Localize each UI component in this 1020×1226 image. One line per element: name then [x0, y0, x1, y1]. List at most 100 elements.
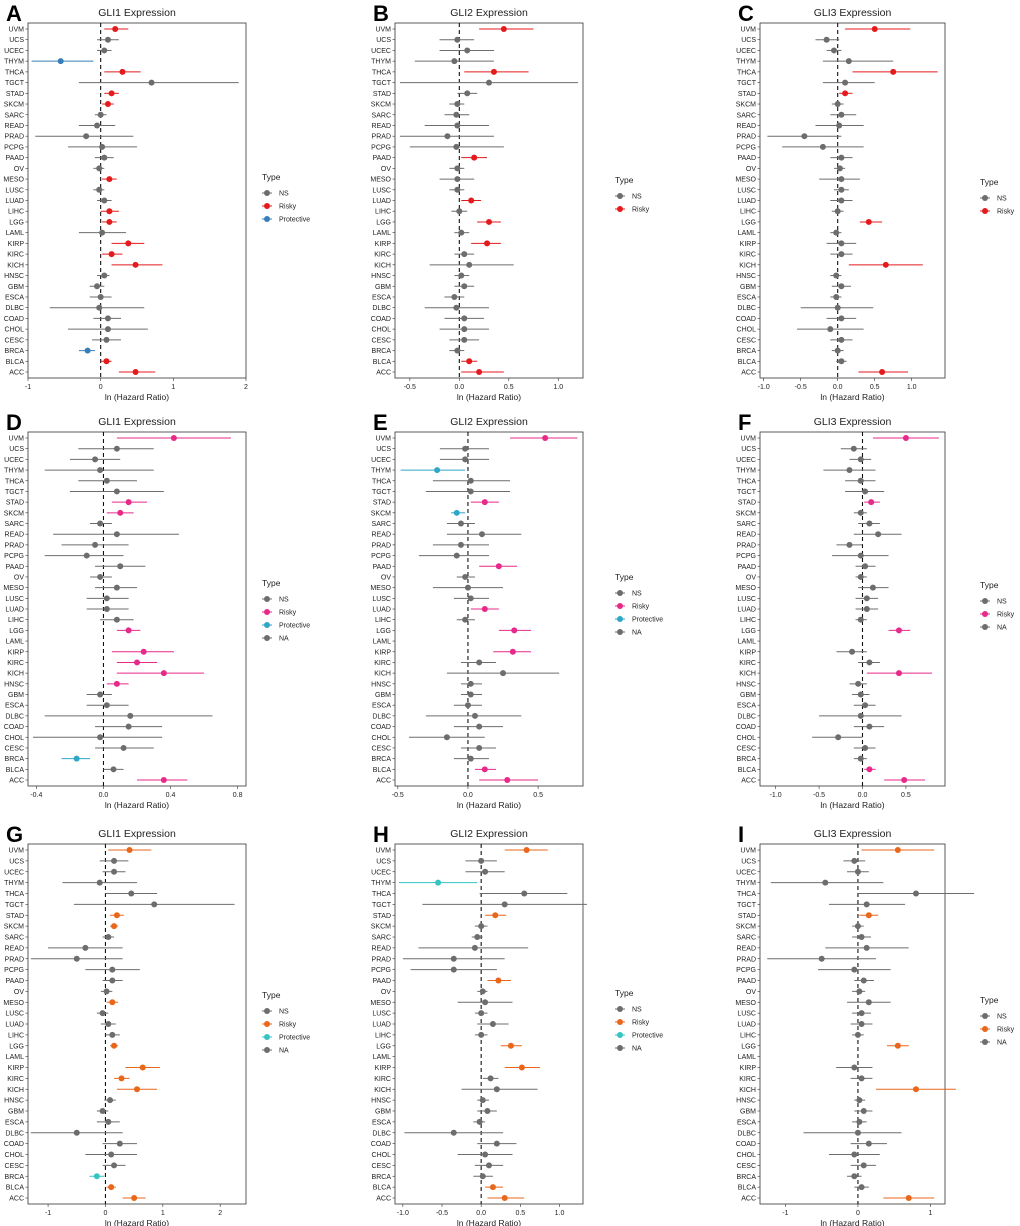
panel-h: H GLI2 Expression UVM UCS UCEC THYM THCA TGCT ST…: [370, 822, 663, 1226]
hr-point: [489, 1184, 496, 1191]
hr-point: [869, 584, 876, 591]
hr-point: [109, 977, 116, 984]
panel-e: E GLI2 Expression UVM UCS UCEC THYM THCA TGCT ST…: [370, 410, 663, 810]
hr-point: [112, 26, 119, 32]
category-label: STAD: [373, 500, 391, 507]
category-label: MESO: [370, 1000, 391, 1007]
hr-point: [458, 272, 465, 279]
category-label: UVM: [8, 27, 24, 34]
hr-point: [481, 499, 488, 506]
hr-point: [462, 573, 469, 580]
category-label: SARC: [372, 935, 391, 942]
hr-point: [855, 680, 862, 687]
hr-point: [103, 358, 110, 365]
category-label: READ: [372, 532, 391, 539]
category-label: LGG: [376, 219, 391, 226]
hr-point: [479, 988, 486, 995]
category-label: LAML: [738, 1054, 756, 1061]
category-label: THYM: [736, 468, 756, 475]
hr-point: [464, 584, 471, 591]
category-label: LUSC: [372, 596, 391, 603]
category-label: BLCA: [6, 359, 25, 366]
legend-dot: [982, 624, 988, 630]
category-label: CESC: [5, 337, 24, 344]
category-label: ACC: [9, 778, 24, 785]
legend-title: Type: [262, 578, 281, 588]
category-label: MESO: [735, 177, 756, 184]
x-tick-label: -1: [782, 1210, 788, 1217]
category-label: LIHC: [740, 617, 756, 624]
panel-b: B GLI2 Expression UVM UCS UCEC THYM THCA TGCT ST…: [370, 1, 649, 402]
category-label: CESC: [372, 337, 391, 344]
category-label: HNSC: [4, 1098, 24, 1105]
x-tick-label: 1.0: [553, 384, 563, 391]
hr-point: [461, 336, 468, 343]
category-label: PAAD: [737, 155, 756, 162]
category-label: PRAD: [5, 956, 24, 963]
hr-point: [435, 879, 442, 886]
category-label: SARC: [5, 521, 24, 528]
legend-dot: [617, 1006, 623, 1012]
category-label: PRAD: [372, 134, 391, 141]
hr-point: [842, 90, 849, 97]
category-label: DLBC: [737, 713, 756, 720]
category-label: LIHC: [8, 1032, 24, 1039]
hr-point: [101, 272, 108, 279]
hr-point: [854, 868, 861, 875]
category-label: SARC: [372, 521, 391, 528]
category-label: HNSC: [736, 681, 756, 688]
hr-point: [109, 1031, 116, 1038]
category-label: SKCM: [4, 510, 24, 517]
legend-title: Type: [262, 990, 281, 1000]
x-tick-label: 1.0: [555, 1210, 565, 1217]
hr-point: [103, 988, 110, 995]
legend-dot: [264, 622, 270, 628]
hr-point: [838, 111, 845, 118]
category-label: BRCA: [737, 1174, 757, 1181]
category-label: CHOL: [372, 327, 392, 334]
hr-point: [501, 901, 508, 908]
hr-point: [493, 1140, 500, 1147]
hr-point: [501, 1195, 508, 1201]
hr-point: [838, 176, 845, 183]
x-axis-label: ln (Hazard Ratio): [105, 392, 169, 402]
x-tick-label: -0.5: [404, 384, 416, 391]
category-label: THYM: [736, 880, 756, 887]
category-label: KIRP: [740, 1065, 757, 1072]
hr-point: [111, 1042, 118, 1049]
category-label: STAD: [738, 500, 756, 507]
category-label: LUAD: [737, 1022, 756, 1029]
x-axis-label: ln (Hazard Ratio): [457, 1218, 521, 1226]
category-label: SKCM: [4, 102, 24, 109]
plot-frame: [394, 22, 584, 379]
hr-point: [94, 122, 101, 129]
hr-point: [851, 1064, 858, 1071]
hr-point: [500, 670, 507, 677]
category-label: LUAD: [372, 607, 391, 614]
category-label: BLCA: [373, 1185, 392, 1192]
category-label: DLBC: [372, 305, 391, 312]
hr-point: [461, 251, 468, 258]
x-tick-label: -0.5: [813, 792, 825, 799]
hr-point: [471, 712, 478, 719]
category-label: GBM: [8, 1109, 24, 1116]
hr-point: [113, 912, 120, 919]
hr-point: [834, 208, 841, 215]
hr-point: [151, 901, 158, 908]
legend-dot: [982, 1026, 988, 1032]
category-label: LAML: [6, 1054, 24, 1061]
hr-point: [444, 133, 451, 140]
category-label: GBM: [8, 692, 24, 699]
category-label: PAAD: [5, 155, 24, 162]
category-label: READ: [5, 945, 24, 952]
category-label: MESO: [735, 585, 756, 592]
panel-letter: G: [6, 822, 23, 847]
hr-point: [857, 552, 864, 559]
category-label: UCS: [376, 446, 391, 453]
legend-label: NA: [279, 1048, 289, 1055]
hr-point: [858, 1075, 865, 1082]
category-label: OV: [381, 166, 391, 173]
legend-label: NS: [997, 196, 1007, 203]
hr-point: [160, 670, 167, 677]
hr-point: [486, 218, 492, 225]
